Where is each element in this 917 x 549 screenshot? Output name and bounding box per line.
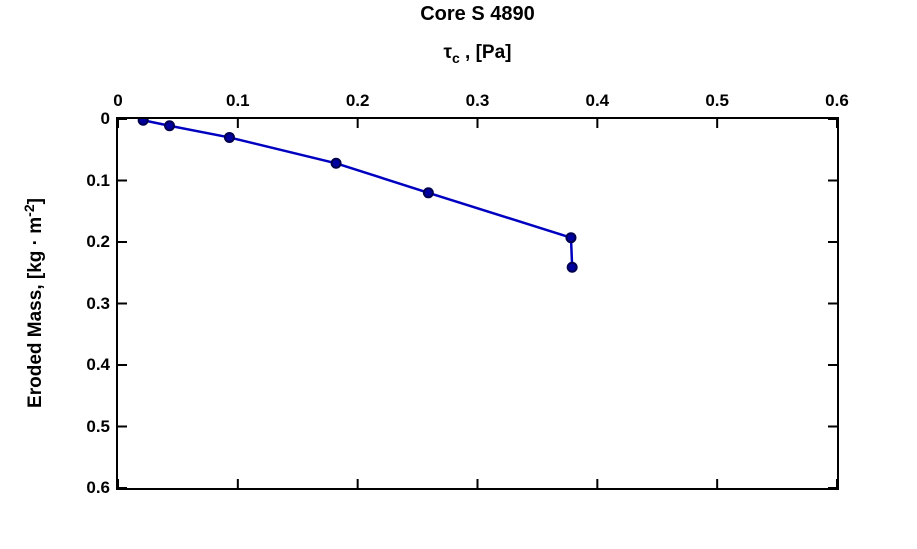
x-axis-label: τc , [Pa] xyxy=(118,42,837,66)
x-tick-label: 0.5 xyxy=(705,91,729,110)
y-tick-label: 0.1 xyxy=(86,170,110,190)
plot-area xyxy=(116,117,839,490)
data-point-marker xyxy=(164,120,176,132)
tau-subscript: c xyxy=(451,49,460,66)
y-tick-label: 0.6 xyxy=(86,478,110,497)
x-tick-label: 0.3 xyxy=(465,91,490,110)
data-point-marker xyxy=(566,261,578,273)
data-point-marker xyxy=(137,119,149,126)
y-tick-label: 0.2 xyxy=(86,232,110,251)
data-line-chart xyxy=(118,119,837,488)
data-point-marker xyxy=(422,187,434,199)
chart-title: Core S 4890 xyxy=(420,3,535,25)
x-tick-label: 0.2 xyxy=(345,91,370,110)
x-tick-label: 0.4 xyxy=(585,91,610,110)
y-axis-label-close: ] xyxy=(25,198,47,205)
x-tick-label: 0.1 xyxy=(226,91,250,110)
tau-symbol: τ xyxy=(443,42,452,63)
x-tick-label: 0.6 xyxy=(825,91,849,110)
y-axis-exponent: -2 xyxy=(20,204,37,217)
y-tick-label: 0 xyxy=(100,109,110,128)
data-line xyxy=(141,119,574,269)
x-axis-unit: , [Pa] xyxy=(459,42,512,63)
data-point-marker xyxy=(223,131,235,143)
x-tick-label: 0 xyxy=(113,91,123,110)
y-tick-label: 0.5 xyxy=(86,416,110,436)
y-tick-label: 0.4 xyxy=(86,355,110,374)
data-point-marker xyxy=(330,157,342,169)
y-tick-label: 0.3 xyxy=(86,293,110,313)
data-point-marker xyxy=(565,232,577,244)
